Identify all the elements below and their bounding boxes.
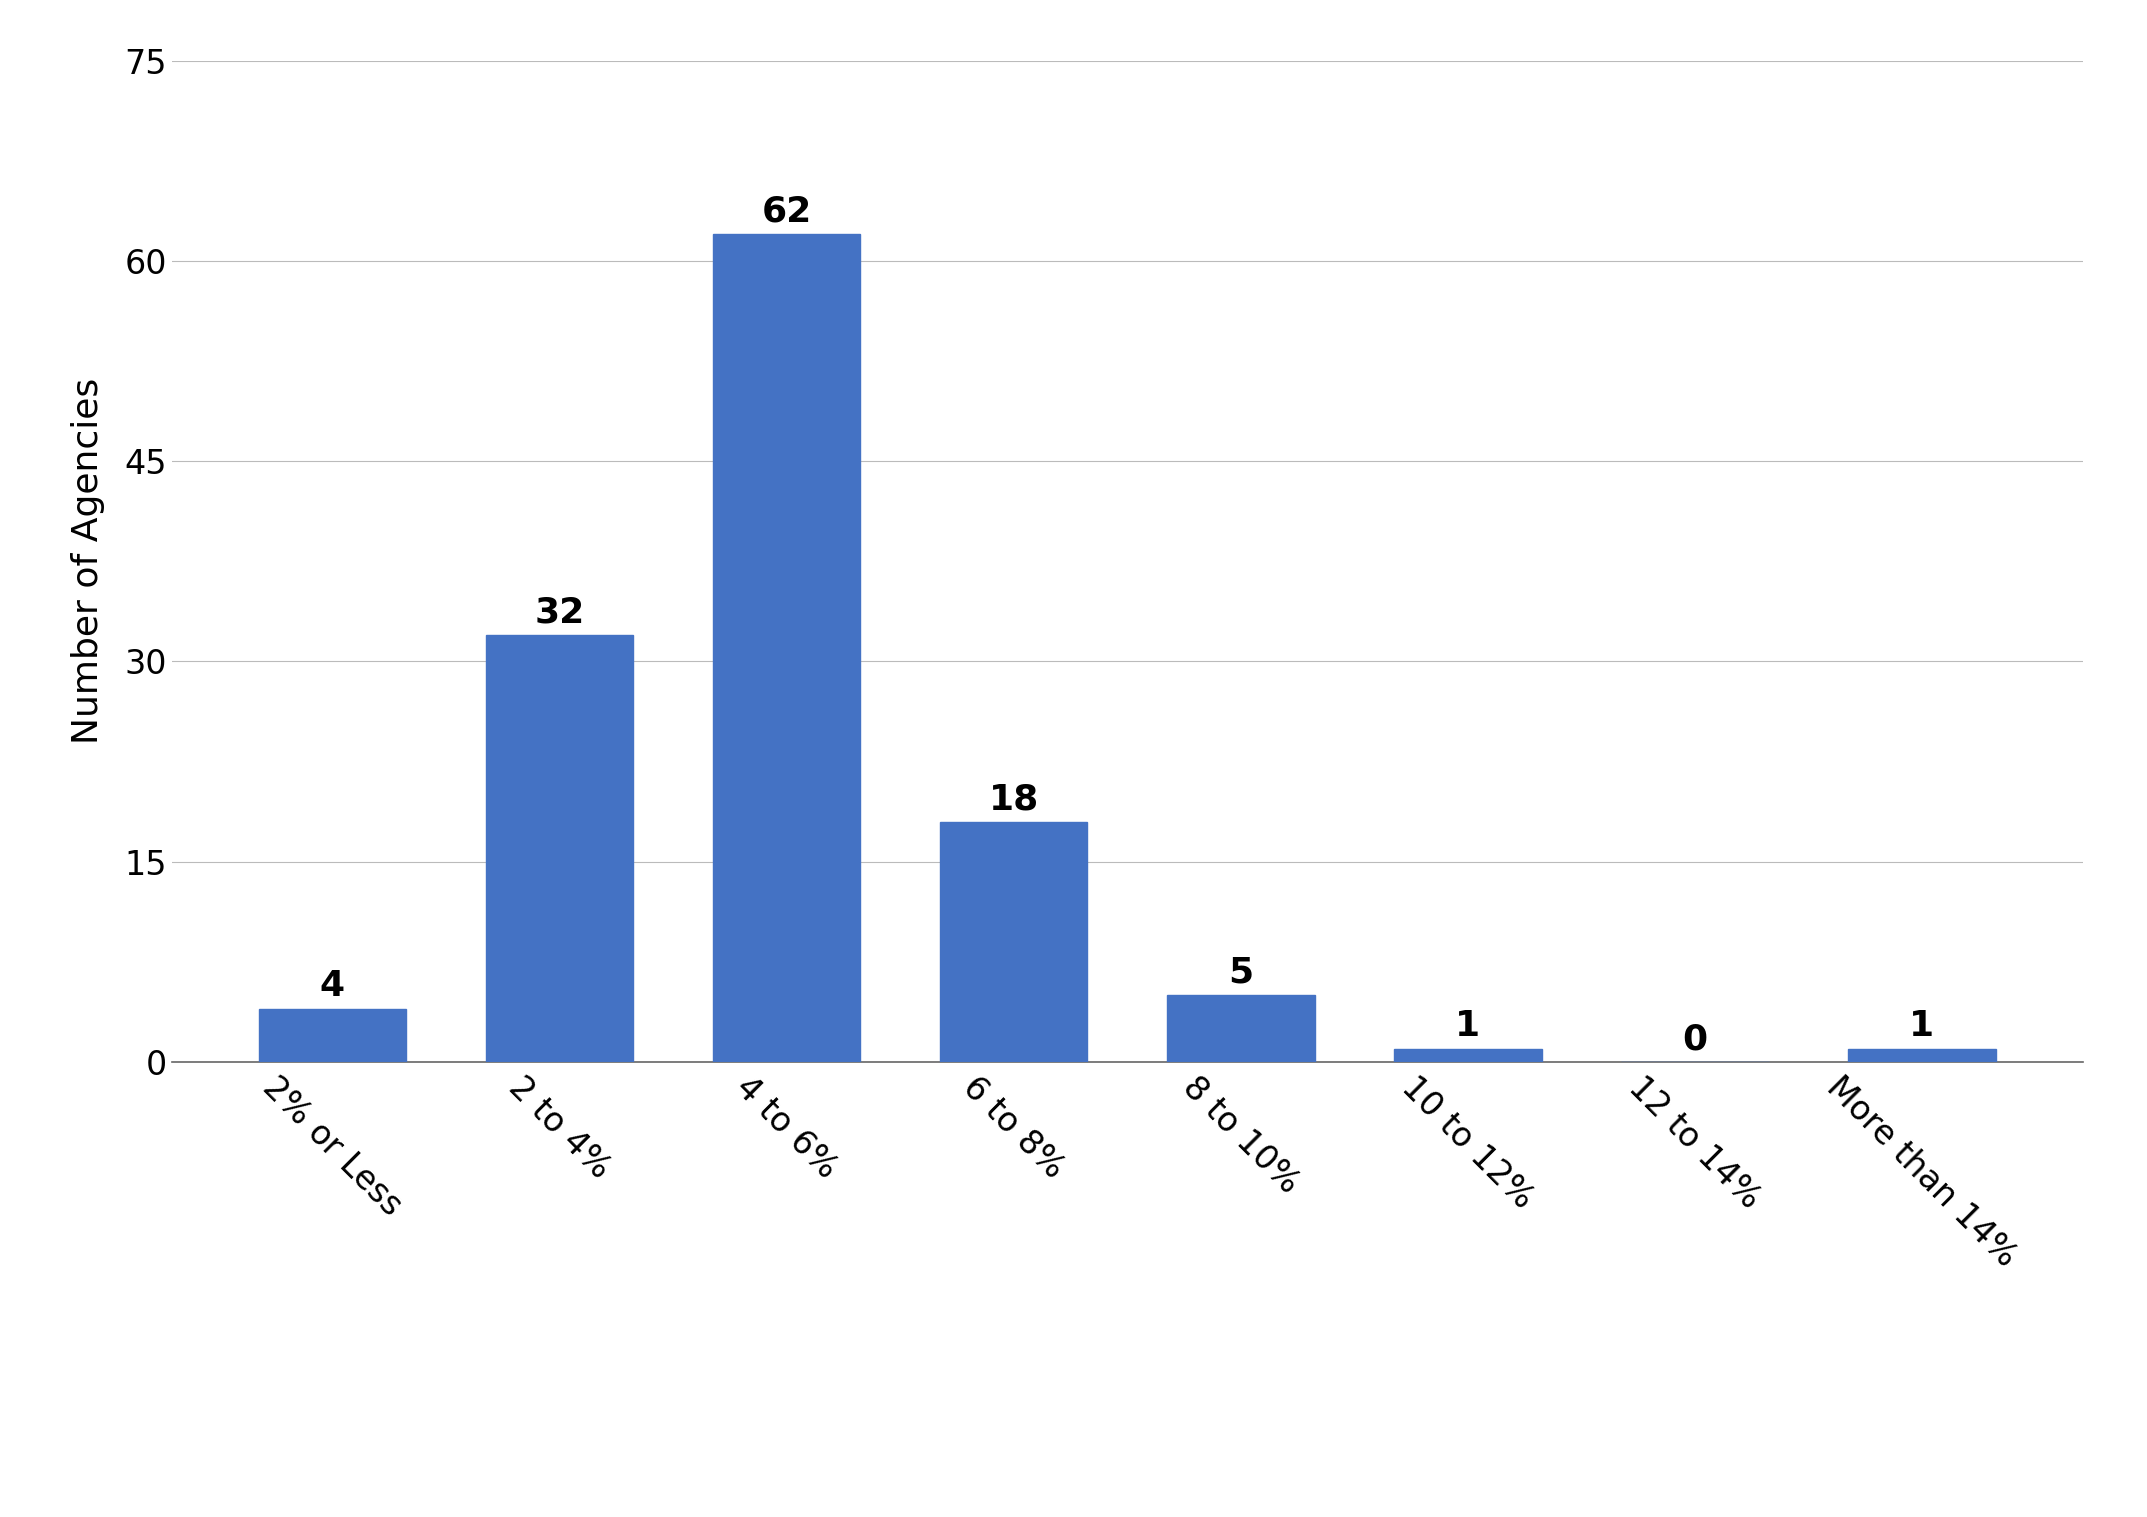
Text: 18: 18 — [988, 783, 1039, 816]
Text: 62: 62 — [762, 194, 812, 229]
Text: 1: 1 — [1456, 1009, 1479, 1044]
Text: 1: 1 — [1909, 1009, 1934, 1044]
Bar — [940, 822, 1086, 1062]
Text: 32: 32 — [535, 595, 584, 630]
Y-axis label: Number of Agencies: Number of Agencies — [71, 378, 105, 745]
Text: 5: 5 — [1228, 956, 1254, 989]
Bar — [485, 634, 633, 1062]
Text: 4: 4 — [320, 969, 346, 1003]
Bar — [1849, 1048, 1997, 1062]
Text: 0: 0 — [1683, 1022, 1707, 1056]
Bar — [258, 1009, 406, 1062]
Bar — [713, 234, 861, 1062]
Bar — [1393, 1048, 1542, 1062]
Bar — [1168, 995, 1314, 1062]
